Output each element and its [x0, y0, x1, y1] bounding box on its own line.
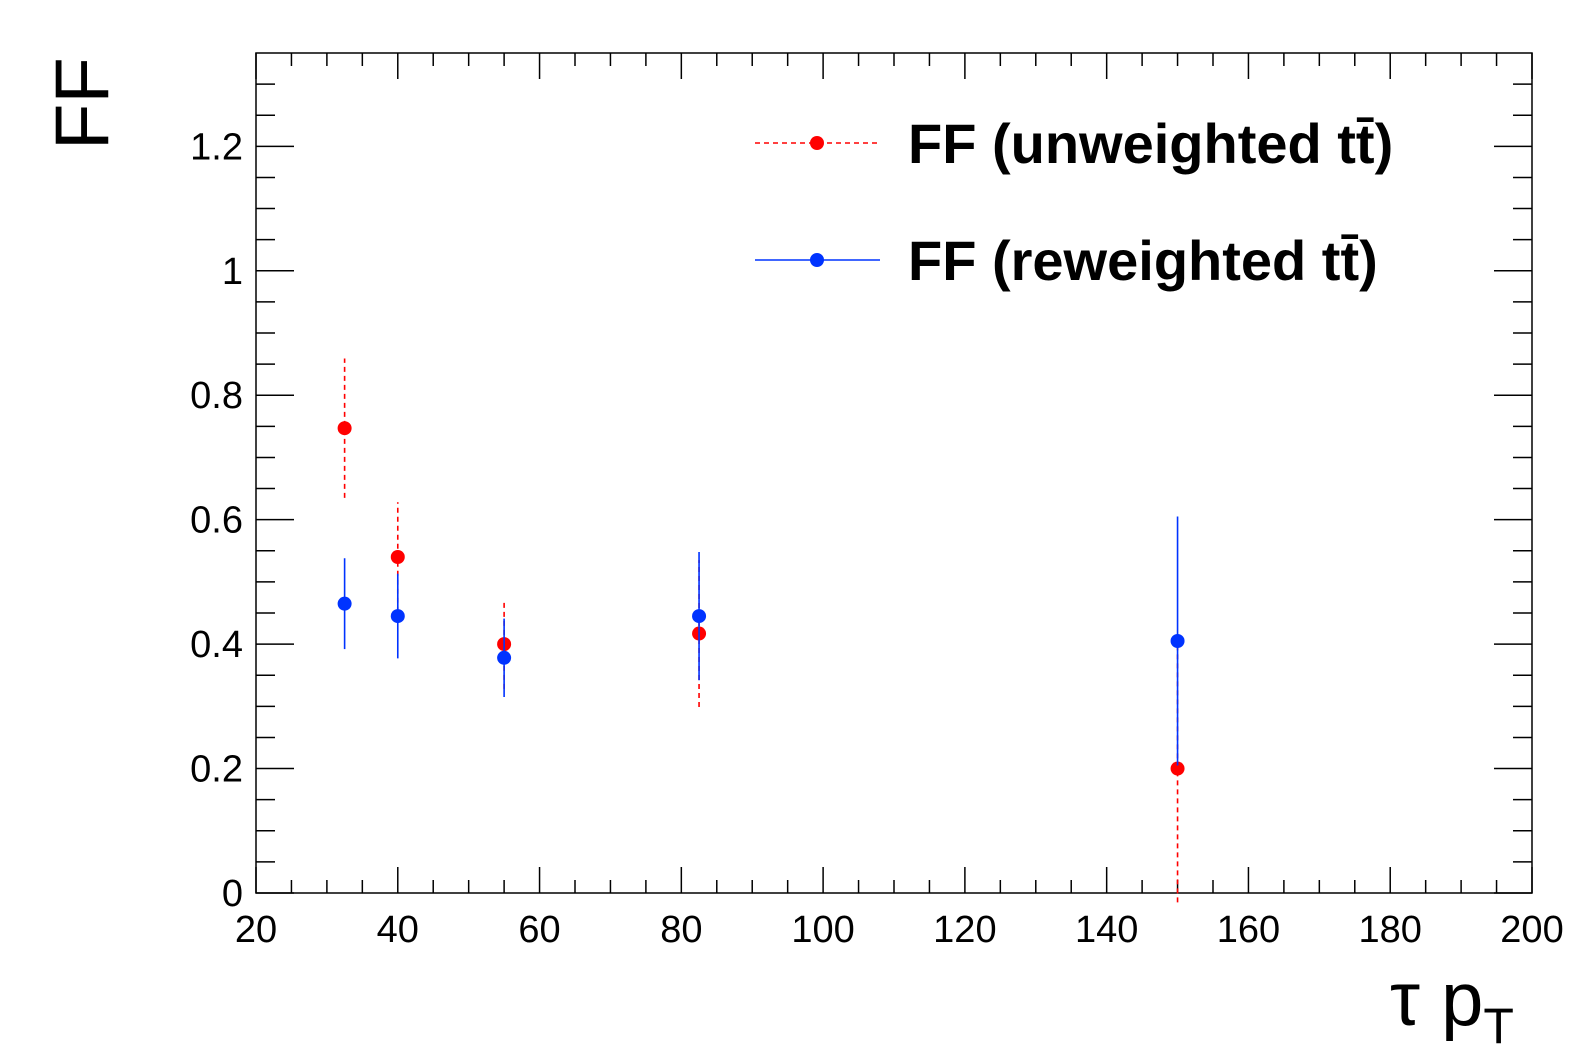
x-tick-label: 80: [660, 909, 702, 951]
y-tick-label: 0.4: [190, 624, 243, 666]
plot-frame: [255, 52, 1533, 894]
legend-marker: [810, 136, 824, 150]
x-tick-label: 200: [1500, 909, 1563, 951]
legend-marker: [810, 253, 824, 267]
x-tick-label: 160: [1217, 909, 1280, 951]
x-tick-labels: 20 40 60 80 100 120 140 160 180 200: [235, 909, 1564, 951]
legend-label: FF (unweighted tt̄): [908, 112, 1393, 175]
data-point: [337, 596, 352, 611]
data-point: [390, 609, 405, 624]
data-point: [390, 550, 405, 564]
x-tick-label: 120: [933, 909, 996, 951]
x-axis-title: τ pT: [1390, 957, 1514, 1052]
y-tick-label: 0: [222, 873, 243, 915]
x-axis-title-subscript: T: [1483, 998, 1514, 1052]
y-tick-label: 0.6: [190, 500, 243, 542]
y-tick-label: 0.8: [190, 375, 243, 417]
x-axis-title-main: τ p: [1390, 957, 1483, 1042]
data-point: [337, 421, 352, 436]
y-tick-label: 0.2: [190, 749, 243, 791]
x-tick-label: 100: [791, 909, 854, 951]
legend: FF (unweighted tt̄) FF (reweighted tt̄): [755, 112, 1393, 292]
x-tick-label: 180: [1359, 909, 1422, 951]
x-tick-label: 60: [518, 909, 560, 951]
y-tick-label: 1.2: [190, 126, 243, 168]
y-axis-title: FF: [40, 57, 125, 150]
legend-label: FF (reweighted tt̄): [908, 229, 1378, 292]
x-tick-label: 40: [377, 909, 419, 951]
axis-ticks: [255, 53, 1533, 894]
data-point: [497, 650, 512, 665]
data-point: [1170, 634, 1185, 648]
data-series: [337, 358, 1185, 903]
series-reweighted: [337, 516, 1185, 766]
y-tick-label: 1: [222, 251, 243, 293]
y-tick-labels: 0 0.2 0.4 0.6 0.8 1 1.2: [190, 126, 243, 915]
x-tick-label: 20: [235, 909, 277, 951]
data-point: [692, 609, 707, 624]
series-unweighted: [337, 358, 1185, 903]
data-point: [1170, 761, 1185, 776]
x-tick-label: 140: [1075, 909, 1138, 951]
